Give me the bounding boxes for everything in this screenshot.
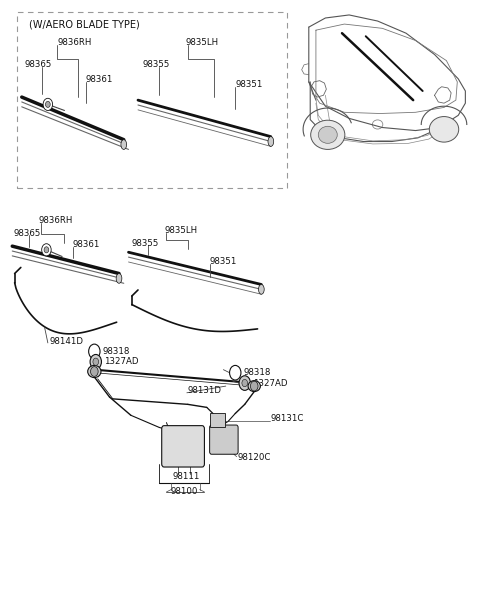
FancyBboxPatch shape [210, 425, 238, 454]
Text: (W/AERO BLADE TYPE): (W/AERO BLADE TYPE) [29, 20, 140, 30]
Ellipse shape [429, 117, 459, 142]
Text: 98318: 98318 [243, 368, 271, 377]
Ellipse shape [311, 120, 345, 149]
Circle shape [91, 367, 98, 376]
Circle shape [242, 379, 248, 387]
Text: 98365: 98365 [24, 60, 51, 69]
Text: 98111: 98111 [173, 472, 200, 481]
Text: 98351: 98351 [235, 80, 263, 89]
FancyBboxPatch shape [210, 413, 225, 427]
Bar [17, 12, 288, 188]
Text: 9835LH: 9835LH [185, 38, 218, 47]
Circle shape [90, 354, 101, 369]
Text: 9835LH: 9835LH [164, 227, 197, 235]
Text: 98120C: 98120C [238, 453, 271, 462]
Text: 98100: 98100 [171, 488, 198, 497]
Text: 9836RH: 9836RH [57, 38, 92, 47]
Text: 98361: 98361 [73, 241, 100, 249]
Text: 98351: 98351 [210, 257, 237, 266]
Ellipse shape [121, 139, 127, 149]
Text: 98361: 98361 [86, 75, 113, 84]
Text: 98131D: 98131D [188, 386, 222, 395]
Circle shape [251, 381, 258, 391]
Text: 98355: 98355 [132, 239, 159, 247]
Circle shape [46, 101, 50, 107]
Ellipse shape [318, 126, 337, 143]
Circle shape [44, 247, 49, 253]
Circle shape [43, 98, 53, 111]
Text: 98131C: 98131C [271, 414, 304, 424]
Text: 98365: 98365 [13, 229, 41, 238]
Text: 9836RH: 9836RH [38, 216, 73, 225]
Circle shape [93, 358, 98, 365]
Text: 1327AD: 1327AD [253, 379, 288, 387]
Ellipse shape [88, 365, 101, 378]
Text: 98355: 98355 [143, 60, 170, 69]
Ellipse shape [268, 137, 274, 146]
Circle shape [239, 376, 251, 391]
Text: 98318: 98318 [102, 347, 130, 356]
Text: 98141D: 98141D [49, 336, 83, 346]
Ellipse shape [116, 273, 122, 283]
Ellipse shape [259, 284, 264, 294]
Text: 1327AD: 1327AD [104, 357, 138, 367]
Circle shape [42, 244, 51, 256]
FancyBboxPatch shape [162, 426, 204, 467]
Ellipse shape [248, 381, 261, 392]
